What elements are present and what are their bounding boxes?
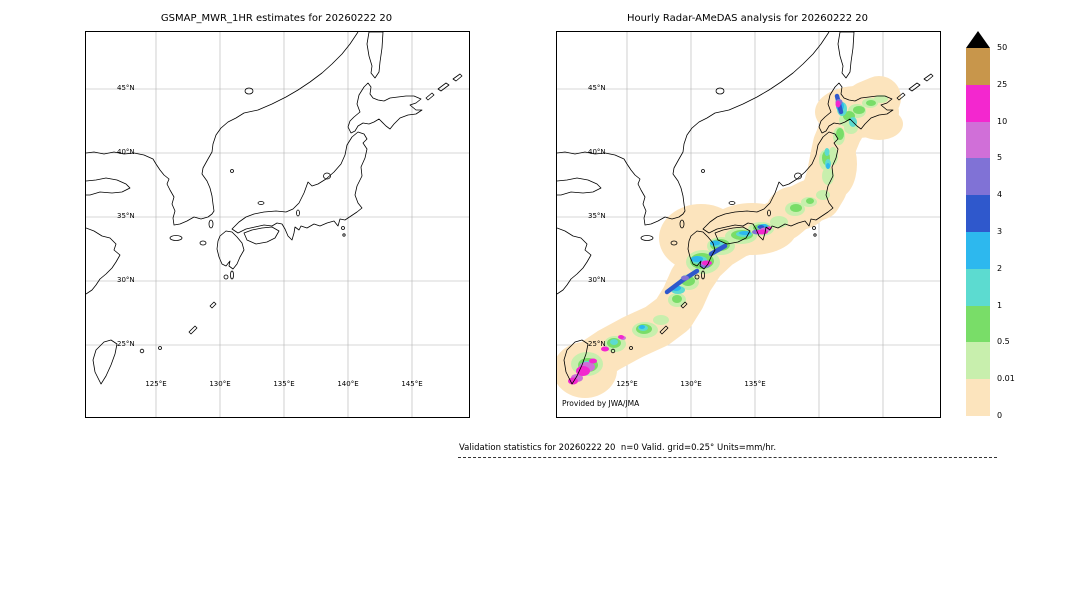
lat-tick-label: 25°N — [117, 340, 135, 348]
colorbar-block — [966, 48, 990, 85]
lat-tick-label: 35°N — [117, 212, 135, 220]
colorbar-tick-label: 10 — [997, 116, 1008, 126]
radar-amedas-basemap — [557, 32, 940, 417]
lon-tick-label: 125°E — [616, 380, 638, 388]
left-map-title: GSMAP_MWR_1HR estimates for 20260222 20 — [160, 13, 393, 24]
colorbar-block — [966, 268, 990, 306]
colorbar-tick-label: 4 — [997, 190, 1003, 200]
colorbar-overflow-triangle — [966, 31, 990, 48]
lat-tick-label: 30°N — [588, 276, 606, 284]
colorbar-tick-label: 5 — [997, 153, 1003, 163]
lat-tick-label: 30°N — [117, 276, 135, 284]
colorbar — [966, 48, 990, 416]
lat-tick-label: 45°N — [117, 84, 135, 92]
lat-tick-label: 40°N — [588, 148, 606, 156]
lon-tick-label: 125°E — [145, 380, 167, 388]
colorbar-tick-label: 1 — [997, 300, 1003, 310]
lat-tick-label: 40°N — [117, 148, 135, 156]
colorbar-block — [966, 342, 990, 380]
colorbar-tick-label: 2 — [997, 263, 1003, 273]
colorbar-block — [966, 195, 990, 232]
lon-tick-label: 135°E — [744, 380, 766, 388]
lat-tick-label: 35°N — [588, 212, 606, 220]
lon-tick-label: 145°E — [401, 380, 423, 388]
colorbar-tick-label: 0 — [997, 411, 1003, 420]
gsmap-basemap — [86, 32, 469, 417]
colorbar-tick-label: 25 — [997, 79, 1008, 89]
colorbar-block — [966, 231, 990, 269]
data-credit: Provided by JWA/JMA — [562, 399, 640, 408]
right-map-title: Hourly Radar-AMeDAS analysis for 2026022… — [626, 13, 869, 24]
validation-statistics-text: Validation statistics for 20260222 20 n=… — [459, 443, 777, 453]
colorbar-block — [966, 305, 990, 343]
colorbar-block — [966, 84, 990, 122]
dashed-divider-line — [458, 457, 997, 458]
colorbar-block — [966, 379, 990, 416]
radar-amedas-map-panel: Provided by JWA/JMA 45°N 40°N 35°N 30°N 25°N… — [556, 31, 941, 418]
colorbar-block — [966, 158, 990, 196]
colorbar-tick-label: 0.01 — [997, 374, 1015, 384]
colorbar-tick-label: 0.5 — [997, 337, 1010, 347]
gsmap-map-panel: 45°N 40°N 35°N 30°N 25°N 125°E 130°E 135°E 140°E… — [85, 31, 470, 418]
lat-tick-label: 45°N — [588, 84, 606, 92]
colorbar-tick-label: 3 — [997, 227, 1003, 236]
colorbar-tick-label: 50 — [997, 43, 1008, 52]
lat-tick-label: 25°N — [588, 340, 606, 348]
lon-tick-label: 135°E — [273, 380, 295, 388]
colorbar-block — [966, 121, 990, 159]
lon-tick-label: 130°E — [680, 380, 702, 388]
lon-tick-label: 140°E — [337, 380, 359, 388]
lon-tick-label: 130°E — [209, 380, 231, 388]
